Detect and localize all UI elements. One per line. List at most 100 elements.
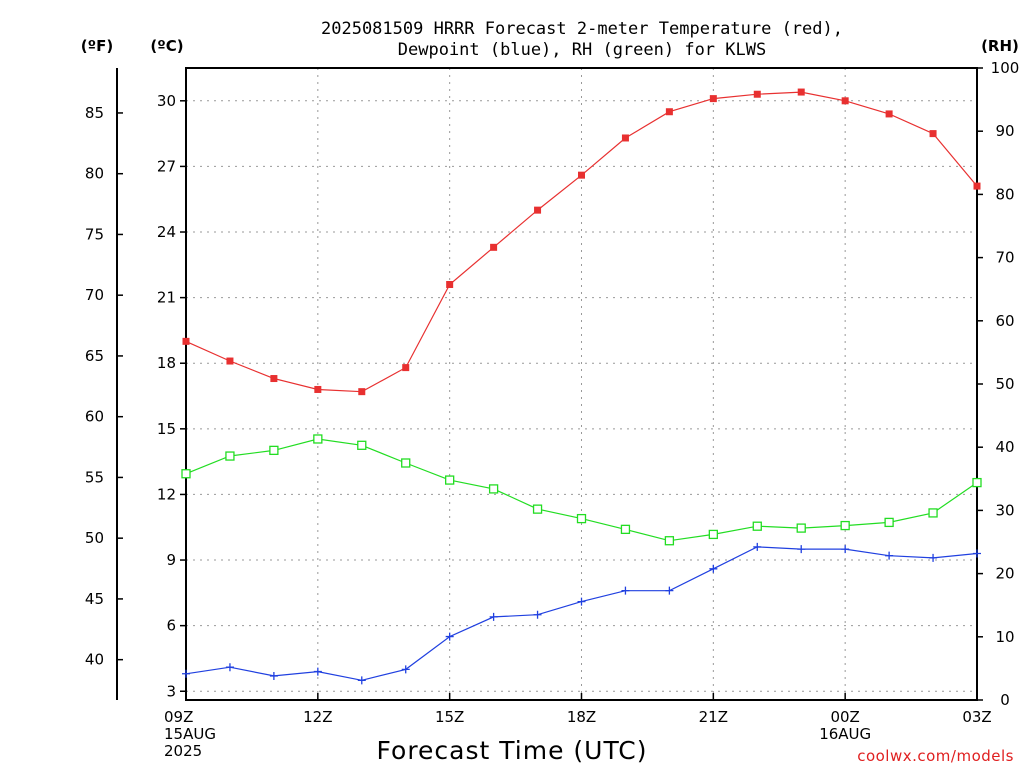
celsius-tick-label: 12 [157, 485, 176, 503]
rh-tick-label: 50 [995, 375, 1014, 393]
chart-title: 2025081509 HRRR Forecast 2-meter Tempera… [321, 19, 843, 60]
data-point [269, 671, 278, 680]
data-point [884, 517, 894, 528]
data-point [928, 508, 938, 518]
fahrenheit-tick-label: 65 [85, 347, 104, 365]
data-point [270, 375, 278, 383]
rh-tick-label: 70 [995, 249, 1014, 267]
fahrenheit-tick-label: 45 [85, 590, 104, 608]
axes [116, 67, 983, 701]
data-point [929, 553, 938, 562]
rh-tick-label: 90 [995, 122, 1014, 140]
data-point [576, 513, 587, 524]
data-point [357, 676, 366, 685]
data-point [225, 663, 234, 672]
data-point [445, 632, 454, 641]
data-point [446, 280, 454, 288]
data-point [401, 665, 410, 674]
rh-tick-label: 10 [995, 628, 1014, 646]
series-0 [182, 88, 981, 396]
data-point [313, 434, 323, 444]
fahrenheit-tick-label: 85 [85, 104, 104, 122]
data-point [797, 545, 806, 554]
data-point [973, 182, 981, 190]
celsius-tick-label: 3 [166, 682, 176, 700]
x-tick-label: 16AUG [819, 725, 871, 743]
data-point [973, 549, 981, 558]
fahrenheit-tick-label: 40 [85, 651, 104, 669]
data-point [709, 95, 717, 103]
celsius-unit-label: (ºC) [150, 37, 183, 55]
rh-tick-label: 80 [995, 185, 1014, 203]
x-tick-label: 2025 [164, 742, 202, 760]
fahrenheit-tick-label: 75 [85, 225, 104, 243]
data-point [532, 504, 543, 514]
celsius-tick-label: 15 [157, 420, 176, 438]
data-point [314, 385, 322, 393]
chart-title-line-1: 2025081509 HRRR Forecast 2-meter Tempera… [321, 19, 843, 39]
rh-tick-label: 20 [995, 565, 1014, 583]
data-point [225, 451, 235, 461]
rh-tick-label: 60 [995, 312, 1014, 330]
data-point [621, 134, 629, 142]
fahrenheit-unit-label: (ºF) [81, 37, 113, 55]
data-point [313, 667, 322, 676]
data-point [488, 484, 499, 494]
data-point [841, 545, 850, 554]
celsius-tick-label: 6 [166, 617, 176, 635]
data-point [664, 536, 675, 546]
data-point [402, 364, 410, 372]
x-axis-title: Forecast Time (UTC) [377, 736, 648, 765]
rh-unit-label: (RH) [981, 37, 1019, 55]
x-tick-label: 21Z [699, 708, 728, 726]
rh-tick-label: 100 [991, 59, 1020, 77]
rh-tick-label: 40 [995, 438, 1014, 456]
data-point [445, 475, 455, 485]
data-point [840, 520, 850, 531]
data-point [182, 337, 190, 345]
fahrenheit-tick-label: 55 [85, 468, 104, 486]
data-point [621, 586, 630, 595]
data-point [620, 524, 631, 535]
data-point [665, 586, 674, 595]
data-point [490, 243, 498, 251]
x-tick-label: 15Z [435, 708, 464, 726]
data-point [753, 90, 761, 98]
series-line [185, 91, 978, 393]
data-point [182, 669, 190, 678]
x-tick-label: 18Z [567, 708, 596, 726]
celsius-tick-label: 21 [157, 289, 176, 307]
rh-tick-label: 0 [1000, 691, 1010, 709]
data-point [709, 564, 718, 573]
celsius-tick-label: 27 [157, 157, 176, 175]
fahrenheit-tick-label: 60 [85, 408, 104, 426]
credit-text: coolwx.com/models [857, 747, 1014, 765]
fahrenheit-tick-label: 50 [85, 529, 104, 547]
series-2 [181, 434, 982, 546]
celsius-tick-label: 30 [157, 92, 176, 110]
data-point [797, 88, 805, 96]
series-1 [182, 542, 981, 685]
data-point [929, 130, 937, 138]
data-point [841, 97, 849, 105]
data-point [885, 551, 894, 560]
fahrenheit-tick-label: 70 [85, 286, 104, 304]
data-point [534, 206, 542, 214]
data-point [269, 445, 279, 456]
data-point [577, 597, 586, 606]
data-point [796, 523, 806, 533]
x-tick-label: 09Z [164, 708, 193, 726]
data-point [578, 171, 585, 179]
data-point [885, 110, 893, 118]
celsius-tick-label: 18 [157, 354, 176, 372]
data-point [358, 388, 366, 396]
celsius-tick-label: 9 [166, 551, 176, 569]
data-point [533, 610, 542, 619]
chart-title-line-2: Dewpoint (blue), RH (green) for KLWS [398, 40, 766, 60]
data-point [181, 469, 191, 479]
data-series [181, 88, 982, 685]
data-point [753, 542, 762, 551]
data-point [665, 108, 673, 116]
data-point [226, 357, 234, 365]
